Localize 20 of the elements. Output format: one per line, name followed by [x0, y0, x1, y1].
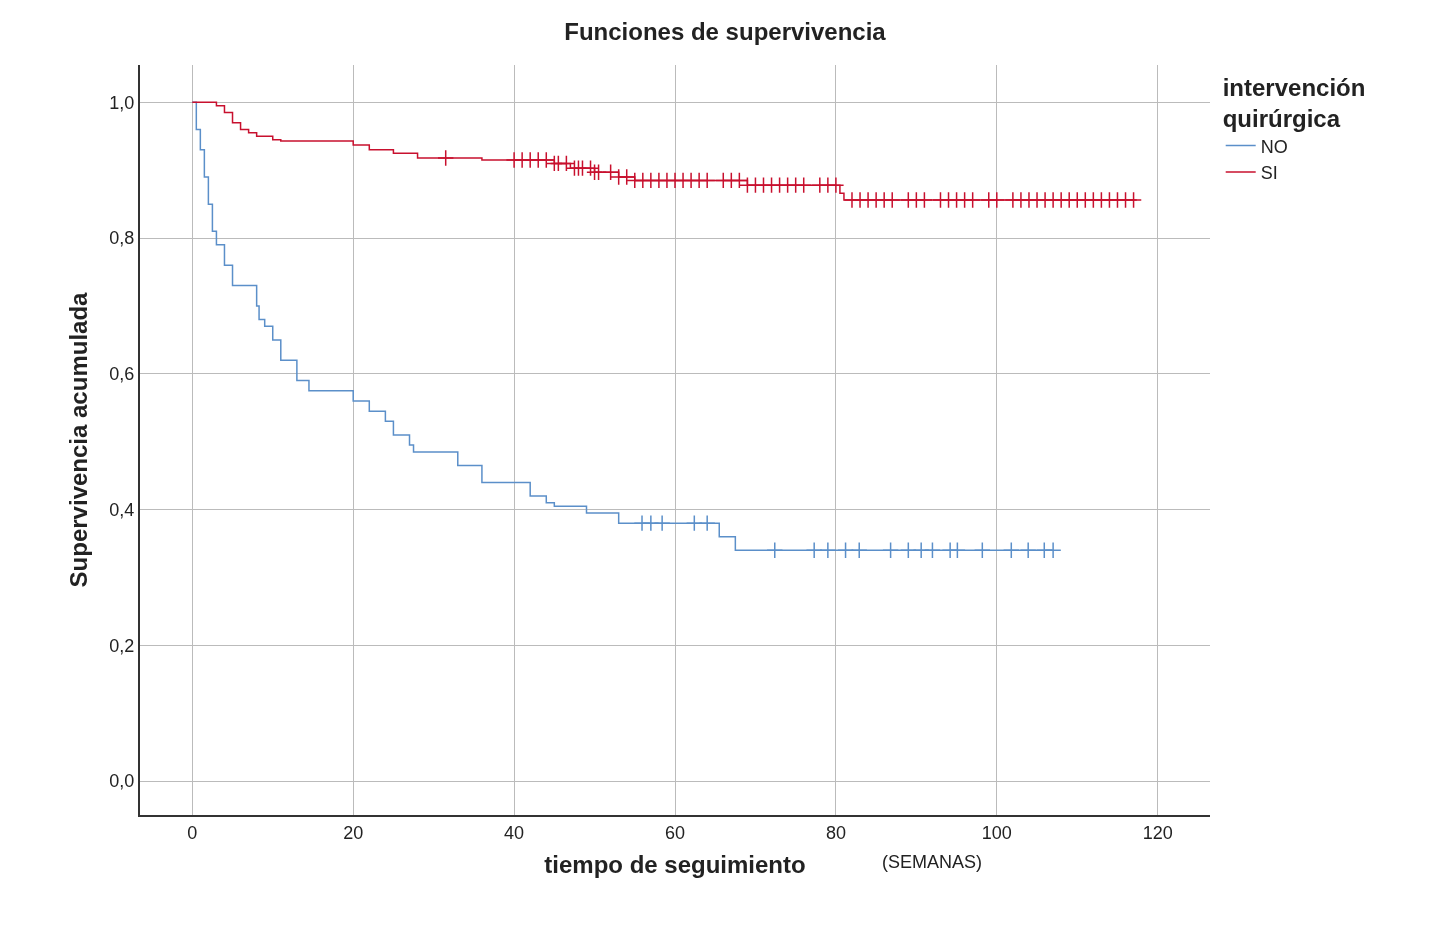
y-tick-label: 0,4: [109, 499, 135, 520]
y-tick-label: 0,0: [109, 771, 135, 792]
x-tick-label: 120: [1142, 822, 1173, 843]
y-tick-label: 0,2: [109, 635, 135, 656]
legend-label: NO: [1260, 136, 1288, 157]
x-tick-label: 20: [343, 822, 364, 843]
x-tick-label: 60: [664, 822, 686, 843]
y-axis-title: Supervivencia acumulada: [64, 291, 92, 588]
x-tick-label: 40: [504, 822, 525, 843]
legend-title: intervención quirúrgica: [1222, 74, 1366, 133]
chart-title: Funciones de supervivencia: [564, 18, 887, 46]
x-tick-label: 100: [981, 822, 1012, 843]
legend-label: SI: [1260, 163, 1278, 184]
x-axis-title: tiempo de seguimiento: [544, 851, 806, 879]
text: (SEMANAS): [882, 852, 983, 872]
y-tick-label: 1,0: [109, 92, 135, 113]
y-tick-label: 0,8: [109, 228, 135, 249]
x-tick-label: 0: [187, 822, 198, 843]
x-tick-label: 80: [825, 822, 846, 843]
y-tick-label: 0,6: [109, 364, 135, 385]
